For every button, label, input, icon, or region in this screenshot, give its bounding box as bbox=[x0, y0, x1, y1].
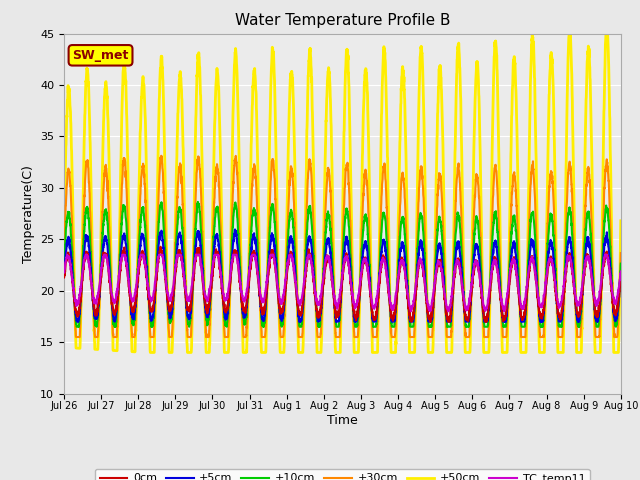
X-axis label: Time: Time bbox=[327, 414, 358, 427]
Title: Water Temperature Profile B: Water Temperature Profile B bbox=[235, 13, 450, 28]
Text: SW_met: SW_met bbox=[72, 49, 129, 62]
Y-axis label: Temperature(C): Temperature(C) bbox=[22, 165, 35, 263]
Legend: 0cm, +5cm, +10cm, +30cm, +50cm, TC_temp11: 0cm, +5cm, +10cm, +30cm, +50cm, TC_temp1… bbox=[95, 469, 589, 480]
